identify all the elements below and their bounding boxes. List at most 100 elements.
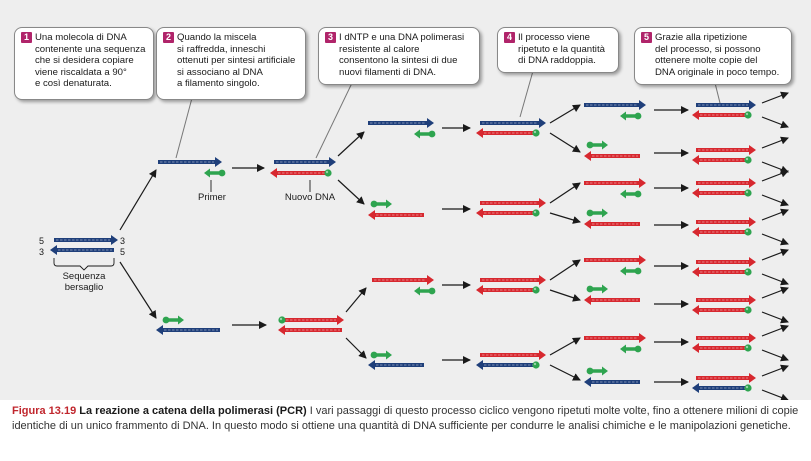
process-arrow-98 (761, 233, 789, 246)
step-4-text: Il processo viene ripetuto e la quantità… (518, 32, 605, 67)
dna-strand-47 (696, 100, 756, 110)
process-arrow-63 (119, 169, 157, 231)
process-arrow-67 (337, 131, 365, 157)
end-label-5-left: 5 (39, 236, 44, 246)
dna-strand-59 (696, 333, 756, 343)
dna-strand-15 (368, 118, 434, 128)
dna-strand-39 (584, 255, 646, 265)
process-arrow-99 (761, 248, 789, 261)
dna-strand-55 (696, 257, 756, 267)
caption-title: La reazione a catena della polimerasi (P… (79, 405, 307, 417)
primer-8 (204, 168, 226, 178)
primer-32 (620, 111, 642, 121)
dna-strand-29 (480, 350, 546, 360)
process-arrow-80 (549, 289, 581, 302)
step-2-box: 2 Quando la miscela si raffredda, innesch… (156, 27, 306, 100)
dna-strand-56 (692, 267, 752, 277)
dna-strand-30 (476, 360, 540, 370)
dna-strand-61 (696, 373, 756, 383)
dna-strand-14 (278, 325, 342, 335)
end-label-5-right: 5 (120, 247, 125, 257)
dna-strand-51 (696, 178, 756, 188)
dna-strand-42 (584, 295, 640, 305)
step-5-badge: 5 (641, 32, 652, 43)
step-5-box: 5 Grazie alla ripetizione del processo, s… (634, 27, 792, 85)
end-label-3-left: 3 (39, 247, 44, 257)
dna-strand-27 (480, 275, 546, 285)
dna-strand-11 (274, 157, 336, 167)
dna-strand-7 (158, 157, 222, 167)
dna-strand-25 (480, 198, 546, 208)
dna-strand-6 (50, 245, 114, 255)
primer-36 (620, 189, 642, 199)
process-arrow-93 (761, 136, 789, 149)
primer-40 (620, 266, 642, 276)
process-arrow-82 (549, 364, 581, 381)
process-arrow-68 (337, 179, 365, 205)
process-arrow-77 (549, 182, 581, 204)
dna-strand-19 (372, 275, 434, 285)
dna-strand-5 (54, 235, 118, 245)
dna-strand-34 (584, 151, 640, 161)
callout-pointer-4 (714, 82, 721, 104)
dna-strand-22 (368, 360, 424, 370)
pcr-diagram: 5 3 3 5 Sequenza bersaglio Primer Nuovo … (0, 0, 811, 402)
step-4-box: 4 Il processo viene ripetuto e la quantit… (497, 27, 619, 73)
primer-9 (162, 315, 184, 325)
dna-strand-49 (696, 145, 756, 155)
primer-33 (586, 140, 608, 150)
primer-41 (586, 284, 608, 294)
process-arrow-69 (345, 287, 367, 313)
dna-strand-38 (584, 219, 640, 229)
process-arrow-97 (761, 208, 789, 221)
target-sequence-bracket (53, 258, 115, 271)
dna-strand-43 (584, 333, 646, 343)
dna-strand-50 (692, 155, 752, 165)
step-3-badge: 3 (325, 32, 336, 43)
target-sequence-label-line2: bersaglio (65, 282, 104, 293)
process-arrow-105 (761, 364, 789, 377)
process-arrow-100 (761, 273, 789, 286)
process-arrow-103 (761, 324, 789, 337)
dna-strand-52 (692, 188, 752, 198)
step-1-text: Una molecola di DNA contenente una seque… (35, 32, 146, 90)
pcr-diagram-canvas: 5 3 3 5 Sequenza bersaglio Primer Nuovo … (39, 70, 789, 402)
dna-strand-10 (156, 325, 220, 335)
callout-pointer-2 (315, 82, 353, 159)
primer-45 (586, 366, 608, 376)
primer-20 (414, 286, 436, 296)
step-3-text: I dNTP e una DNA polimerasi resistente a… (339, 32, 465, 78)
figure-caption: Figura 13.19 La reazione a catena della … (12, 404, 802, 433)
process-arrow-95 (761, 169, 789, 182)
process-arrow-104 (761, 349, 789, 362)
process-arrow-76 (549, 132, 581, 153)
dna-strand-24 (476, 128, 540, 138)
dna-strand-58 (692, 305, 752, 315)
dna-strand-54 (692, 227, 752, 237)
callout-pointer-1 (175, 97, 193, 159)
process-arrow-96 (761, 194, 789, 207)
step-1-badge: 1 (21, 32, 32, 43)
callout-pointer-3 (519, 70, 534, 118)
step-2-text: Quando la miscela si raffredda, inneschi… (177, 32, 296, 90)
process-arrow-64 (119, 261, 157, 319)
dna-strand-62 (692, 383, 752, 393)
dna-strand-57 (696, 295, 756, 305)
step-1-box: 1 Una molecola di DNA contenente una sequ… (14, 27, 154, 100)
dna-strand-53 (696, 217, 756, 227)
dna-strand-46 (584, 377, 640, 387)
process-arrow-101 (761, 286, 789, 299)
caption-text: I vari passaggi di questo processo cicli… (12, 405, 799, 432)
target-sequence-label-line1: Sequenza (63, 271, 107, 282)
process-arrow-91 (761, 91, 789, 104)
process-arrow-78 (549, 212, 581, 224)
new-dna-label: Nuovo DNA (285, 192, 336, 203)
dna-strand-18 (368, 210, 424, 220)
step-2-badge: 2 (163, 32, 174, 43)
dna-strand-13 (278, 315, 344, 325)
dna-strand-12 (270, 168, 332, 178)
process-arrow-79 (549, 259, 581, 281)
process-arrow-106 (761, 389, 789, 402)
process-arrow-75 (549, 104, 581, 124)
